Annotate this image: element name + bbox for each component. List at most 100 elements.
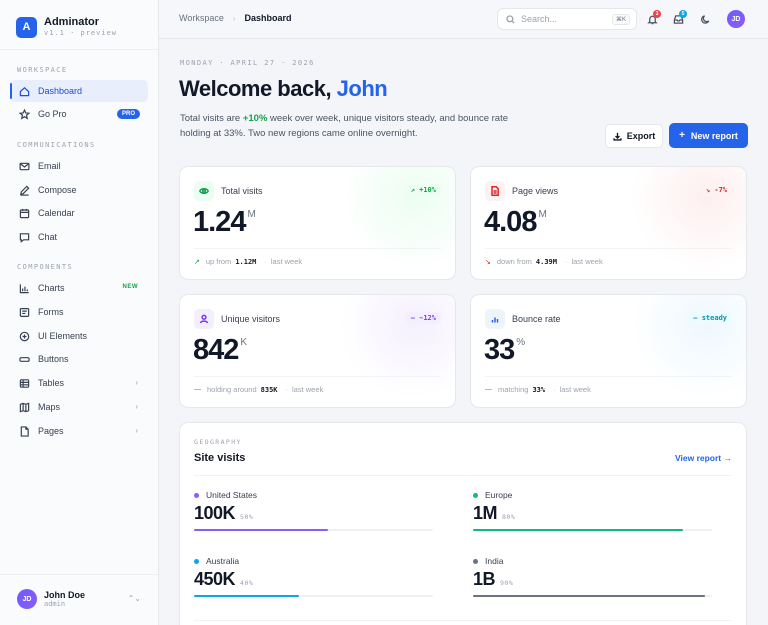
region-pct: 90% bbox=[500, 579, 514, 587]
map-icon bbox=[18, 401, 30, 413]
card-unit: % bbox=[516, 337, 526, 348]
sidebar-item-label: Dashboard bbox=[38, 86, 83, 96]
user-role: admin bbox=[44, 600, 66, 608]
header-avatar[interactable]: JD bbox=[727, 10, 745, 28]
sidebar-item-pages[interactable]: Pages › bbox=[10, 420, 148, 442]
sidebar-item-label: Email bbox=[38, 161, 61, 171]
summary-up: +10% bbox=[242, 113, 268, 124]
sidebar-item-label: Calendar bbox=[38, 208, 75, 218]
sidebar-item-calendar[interactable]: Calendar bbox=[10, 202, 148, 224]
user-menu[interactable]: JD John Doe admin ⌃⌄ bbox=[17, 589, 143, 609]
region-united-states[interactable]: United States 100K 50% bbox=[194, 490, 433, 542]
stat-card-bounce-rate[interactable]: Bounce rate — steady 33% — matching 33% … bbox=[470, 294, 747, 408]
sidebar-item-label: Pages bbox=[38, 426, 64, 436]
brand-logo: A bbox=[16, 16, 37, 38]
export-label: Export bbox=[626, 131, 656, 141]
sidebar-item-charts[interactable]: Charts NEW bbox=[10, 277, 148, 299]
region-dot bbox=[473, 492, 478, 498]
mail-icon bbox=[18, 160, 30, 172]
trend-up-icon: ↗ bbox=[194, 258, 200, 266]
progress-track bbox=[473, 529, 712, 531]
stat-card-page-views[interactable]: Page views ↘ -7% 4.08 M ↘ down from 4.39M… bbox=[470, 166, 747, 280]
foot-value: 4.39M bbox=[535, 257, 557, 266]
progress-fill bbox=[473, 595, 705, 597]
sidebar-item-go-pro[interactable]: Go Pro PRO bbox=[10, 103, 148, 125]
sidebar-item-email[interactable]: Email bbox=[10, 155, 148, 177]
divider bbox=[0, 49, 158, 50]
region-label: Australia bbox=[206, 556, 240, 566]
plus-icon: + bbox=[679, 130, 685, 141]
region-india[interactable]: India 1B 90% bbox=[473, 556, 712, 608]
summary-post: week over week, unique visitors steady, … bbox=[180, 113, 509, 139]
card-footer: — matching 33% · last week bbox=[485, 385, 591, 394]
sidebar-item-tables[interactable]: Tables › bbox=[10, 372, 148, 394]
progress-track bbox=[473, 595, 712, 597]
plus-circle-icon bbox=[18, 330, 30, 342]
region-name: Europe bbox=[473, 490, 512, 500]
foot-post: last week bbox=[571, 257, 603, 266]
card-value: 1.24 M bbox=[193, 206, 256, 239]
card-value: 842 K bbox=[193, 334, 247, 367]
card-title: Bounce rate bbox=[512, 314, 561, 324]
theme-toggle[interactable] bbox=[700, 12, 714, 26]
card-value: 4.08 M bbox=[484, 206, 547, 239]
welcome-name: John bbox=[336, 76, 388, 101]
sidebar-item-ui-elements[interactable]: UI Elements bbox=[10, 325, 148, 347]
region-dot bbox=[473, 558, 478, 564]
search-input[interactable] bbox=[521, 14, 611, 24]
card-value-number: 1.24 bbox=[193, 206, 246, 238]
view-report-link[interactable]: View report → bbox=[675, 453, 732, 463]
file-icon bbox=[18, 425, 30, 437]
foot-value: 835K bbox=[260, 385, 278, 394]
new-report-button[interactable]: + New report bbox=[669, 123, 748, 148]
region-name: Australia bbox=[194, 556, 239, 566]
foot-pre: up from bbox=[205, 257, 232, 266]
star-icon bbox=[18, 108, 30, 120]
region-value-number: 1M bbox=[473, 503, 498, 523]
region-australia[interactable]: Australia 450K 40% bbox=[194, 556, 433, 608]
foot-post: last week bbox=[292, 385, 324, 394]
divider bbox=[194, 620, 732, 621]
progress-track bbox=[194, 529, 433, 531]
brand-name: Adminator bbox=[44, 16, 99, 28]
region-name: United States bbox=[194, 490, 257, 500]
brand[interactable]: A Adminator v1.1 · preview bbox=[16, 16, 117, 38]
sidebar-item-chat[interactable]: Chat bbox=[10, 226, 148, 248]
foot-value: 1.12M bbox=[235, 257, 257, 266]
inbox-button[interactable]: 5 bbox=[673, 10, 687, 26]
sidebar-item-compose[interactable]: Compose bbox=[10, 179, 148, 201]
brand-version: v1.1 · preview bbox=[44, 29, 118, 37]
divider bbox=[194, 376, 441, 377]
section-label-workspace: WORKSPACE bbox=[17, 66, 68, 74]
search-box[interactable]: ⌘K bbox=[497, 8, 637, 30]
card-footer: ↘ down from 4.39M · last week bbox=[485, 257, 603, 266]
breadcrumb-workspace[interactable]: Workspace bbox=[179, 13, 224, 23]
notifications-button[interactable]: 3 bbox=[647, 10, 661, 26]
sidebar-item-buttons[interactable]: Buttons bbox=[10, 348, 148, 370]
sidebar-item-forms[interactable]: Forms bbox=[10, 301, 148, 323]
download-icon bbox=[613, 132, 622, 141]
sidebar-item-maps[interactable]: Maps › bbox=[10, 396, 148, 418]
progress-track bbox=[194, 595, 433, 597]
region-europe[interactable]: Europe 1M 80% bbox=[473, 490, 712, 542]
divider bbox=[485, 376, 732, 377]
stat-card-total-visits[interactable]: Total visits ↗ +10% 1.24 M ↗ up from 1.12… bbox=[179, 166, 456, 280]
sidebar-item-label: Buttons bbox=[38, 354, 69, 364]
sidebar-item-dashboard[interactable]: Dashboard bbox=[10, 80, 148, 102]
export-button[interactable]: Export bbox=[605, 124, 663, 148]
stat-card-unique-visitors[interactable]: Unique visitors — ~12% 842 K — holding ar… bbox=[179, 294, 456, 408]
card-unit: K bbox=[240, 337, 248, 348]
card-value-number: 4.08 bbox=[484, 206, 537, 238]
chevron-up-down-icon: ⌃⌄ bbox=[127, 594, 141, 603]
sidebar-item-label: Tables bbox=[38, 378, 65, 388]
chat-icon bbox=[18, 231, 30, 243]
progress-fill bbox=[473, 529, 684, 531]
region-label: Europe bbox=[485, 490, 513, 500]
bars-icon bbox=[485, 309, 505, 329]
region-dot bbox=[194, 558, 199, 564]
delta-badge: — steady bbox=[688, 312, 732, 324]
region-value-number: 1B bbox=[473, 569, 496, 589]
divider bbox=[0, 574, 158, 575]
card-value-number: 842 bbox=[193, 334, 239, 366]
new-report-label: New report bbox=[690, 130, 738, 141]
